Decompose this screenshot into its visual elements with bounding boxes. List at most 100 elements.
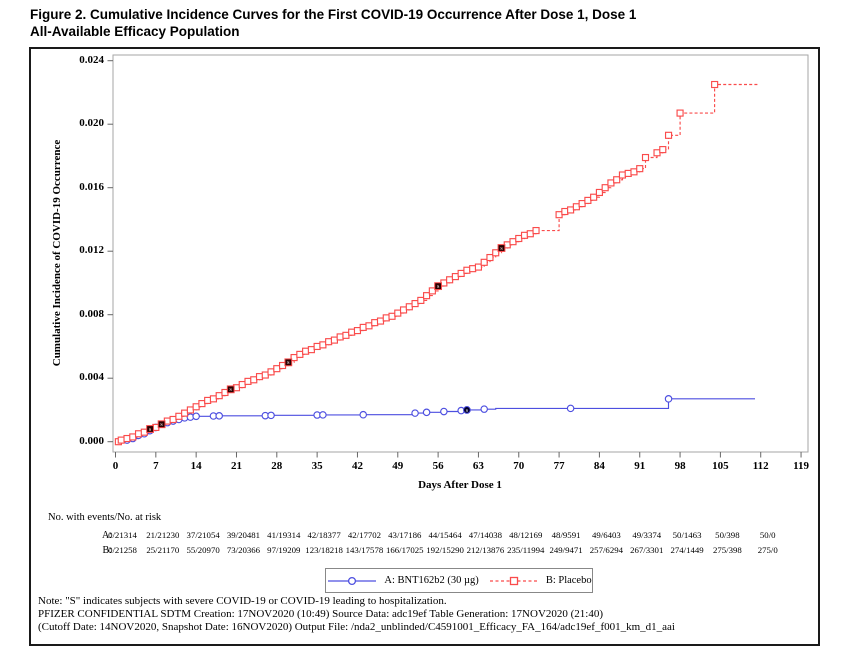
- event-marker: [601, 184, 609, 192]
- event-marker: [595, 188, 603, 197]
- event-marker: [509, 238, 517, 246]
- risk-value: 275/0: [757, 545, 778, 555]
- severe-event-marker: [146, 425, 154, 433]
- event-marker: [296, 350, 304, 358]
- event-marker: [365, 322, 373, 330]
- event-marker: [244, 377, 252, 385]
- x-tick-label: 105: [712, 460, 729, 472]
- event-marker: [440, 407, 448, 416]
- series-bnt162b2: S: [115, 395, 755, 444]
- x-tick-label: 21: [230, 460, 242, 472]
- risk-value: 41/19314: [267, 530, 301, 540]
- bnt162b2-line-marker-icon: [328, 576, 377, 585]
- risk-value: 275/398: [712, 545, 742, 555]
- event-marker: [446, 276, 454, 284]
- legend-label-bnt162b2: A: BNT162b2 (30 µg): [384, 575, 479, 586]
- severe-event-marker: [463, 406, 471, 414]
- risk-value: 212/13876: [466, 545, 505, 555]
- x-tick-label: 49: [392, 460, 404, 472]
- chart-legend: A: BNT162b2 (30 µg) B: Placebo: [325, 568, 593, 593]
- event-marker: [630, 168, 638, 176]
- severe-event-marker: [226, 385, 235, 394]
- event-marker: [613, 176, 621, 184]
- y-tick-label: 0.008: [79, 307, 104, 320]
- event-marker: [411, 300, 419, 308]
- event-marker: [711, 80, 719, 89]
- event-marker: [423, 292, 431, 300]
- x-tick-label: 112: [752, 460, 769, 472]
- event-marker: [302, 347, 310, 355]
- event-marker: [422, 408, 431, 417]
- severe-event-marker: [497, 244, 506, 252]
- risk-value: 39/20481: [226, 530, 261, 540]
- severe-s-glyph: S: [229, 387, 232, 392]
- event-marker: [555, 211, 563, 219]
- event-marker: [192, 403, 200, 411]
- severe-s-glyph: S: [466, 408, 469, 413]
- event-marker: [198, 400, 206, 408]
- risk-value: 47/14038: [468, 530, 503, 540]
- figure-border: [29, 47, 820, 646]
- risk-value: 48/9591: [551, 530, 581, 540]
- event-marker: [359, 323, 367, 331]
- event-marker: [463, 266, 471, 274]
- event-marker: [399, 306, 408, 314]
- severe-s-glyph: S: [287, 360, 290, 365]
- y-tick-label: 0.012: [79, 244, 104, 257]
- event-marker: [209, 395, 218, 403]
- severe-s-glyph: S: [437, 284, 440, 289]
- y-tick-label: 0.016: [79, 180, 104, 193]
- event-marker: [325, 338, 333, 346]
- event-marker: [624, 169, 632, 177]
- risk-value: 49/6403: [591, 530, 621, 540]
- event-marker: [238, 380, 246, 389]
- event-marker: [607, 179, 615, 187]
- risk-value: 0/21258: [108, 545, 137, 555]
- event-marker: [134, 430, 143, 438]
- event-marker: [186, 406, 194, 414]
- x-tick-label: 63: [472, 460, 484, 472]
- event-marker: [405, 303, 413, 311]
- risk-table-header: No. with events/No. at risk: [48, 512, 162, 523]
- risk-value: 192/15290: [426, 545, 464, 555]
- risk-value: 44/15464: [428, 530, 462, 540]
- x-tick-label: 42: [351, 460, 363, 472]
- risk-value: 42/17702: [347, 530, 382, 540]
- y-tick-label: 0.024: [79, 53, 104, 66]
- risk-value: 21/21230: [146, 530, 180, 540]
- note-confidential: PFIZER CONFIDENTIAL SDTM Creation: 17NOV…: [38, 608, 604, 620]
- event-marker: [566, 404, 575, 413]
- x-tick-label: 14: [190, 460, 202, 472]
- risk-value: 97/19209: [267, 545, 301, 555]
- event-marker: [480, 405, 488, 413]
- risk-value: 43/17186: [388, 530, 422, 540]
- severe-s-glyph: S: [500, 246, 503, 251]
- event-marker: [474, 263, 483, 271]
- event-marker: [520, 231, 529, 239]
- risk-value: 50/1463: [672, 530, 702, 540]
- x-tick-label: 56: [432, 460, 444, 472]
- event-marker: [676, 109, 684, 117]
- event-marker: [117, 436, 125, 444]
- risk-row-label-b: B:: [102, 545, 112, 556]
- event-marker: [486, 253, 494, 262]
- x-tick-label: 0: [112, 460, 119, 472]
- y-axis-label: Cumulative Incidence of COVID-19 Occurre…: [51, 139, 63, 367]
- event-marker: [492, 249, 500, 257]
- event-marker: [359, 410, 367, 419]
- event-marker: [469, 265, 477, 273]
- risk-value: 0/21314: [108, 530, 137, 540]
- x-tick-label: 28: [271, 460, 283, 472]
- event-marker: [382, 314, 390, 322]
- event-marker: [313, 342, 321, 351]
- risk-row-label-a: A:: [102, 530, 112, 541]
- event-marker: [348, 328, 356, 336]
- risk-value: 274/1449: [670, 545, 704, 555]
- x-tick-label: 77: [553, 460, 565, 472]
- event-marker: [451, 273, 459, 281]
- event-marker: [567, 206, 575, 214]
- event-marker: [653, 149, 661, 157]
- risk-value: 267/3301: [630, 545, 664, 555]
